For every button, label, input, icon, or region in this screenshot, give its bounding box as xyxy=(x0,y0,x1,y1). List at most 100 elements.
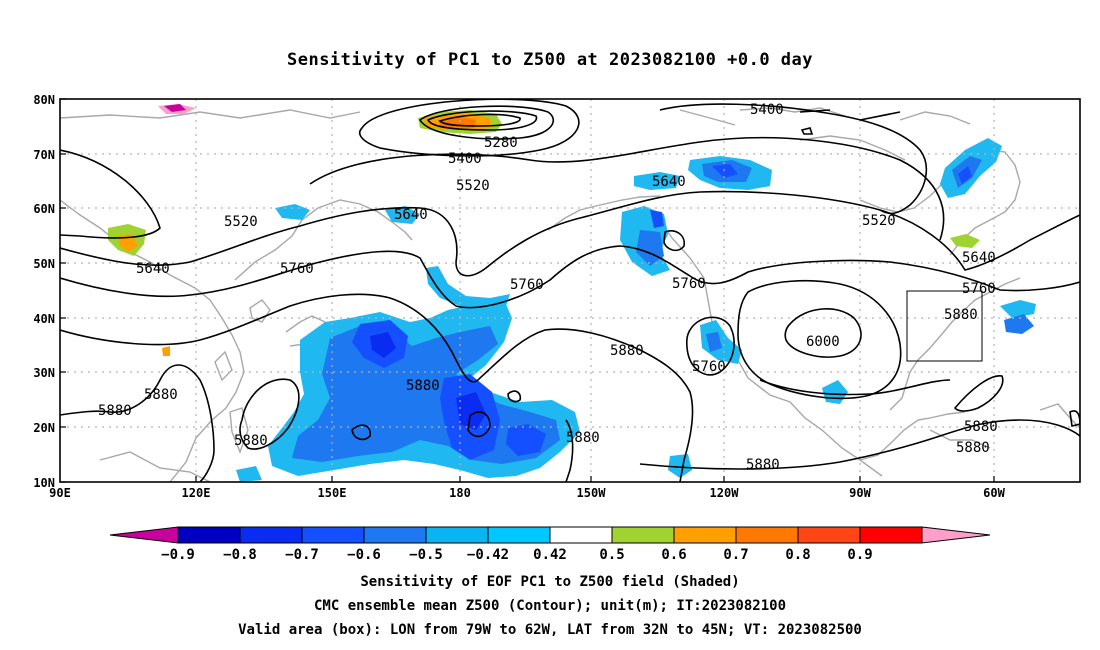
shade-neg-darkest xyxy=(370,332,396,358)
contour-5520-upper xyxy=(309,136,945,241)
shade-pos-labrador xyxy=(950,234,980,248)
contour-label: 5880 xyxy=(144,387,178,403)
colorbar-swatch xyxy=(549,526,613,544)
contour-label: 5880 xyxy=(234,433,268,449)
shade-neg-gulf-alaska-3 xyxy=(650,210,664,228)
map-title: Sensitivity of PC1 to Z500 at 2023082100… xyxy=(286,50,813,70)
colorbar-label: 0.5 xyxy=(599,547,624,563)
contour-5520-west xyxy=(60,149,161,239)
contour-label: 6000 xyxy=(806,334,840,350)
colorbar-label: 0.7 xyxy=(723,547,748,563)
colorbar-label: 0.8 xyxy=(785,547,810,563)
contour-5640-main xyxy=(60,190,1080,277)
contour-label: 5880 xyxy=(566,430,600,446)
contour-5880-east-2 xyxy=(759,379,951,396)
colorbar-label: −0.7 xyxy=(285,547,319,563)
contour-5880-ring xyxy=(239,378,300,450)
contour-label: 5880 xyxy=(406,378,440,394)
contour-5880-west xyxy=(60,293,694,482)
colorbar-swatch xyxy=(797,526,861,544)
valid-area-box xyxy=(906,290,983,362)
caption-line-2: CMC ensemble mean Z500 (Contour); unit(m… xyxy=(313,598,786,614)
contour-label: 5880 xyxy=(956,440,990,456)
lat-label: 40N xyxy=(33,312,55,326)
shade-pos-small xyxy=(162,346,170,356)
shade-neg-atlantic xyxy=(1000,300,1036,318)
lon-axis xyxy=(195,476,995,482)
contour-label: 5760 xyxy=(280,261,314,277)
lat-label: 10N xyxy=(33,476,55,490)
lat-label: 70N xyxy=(33,148,55,162)
colorbar-label: −0.6 xyxy=(347,547,381,563)
lat-label: 50N xyxy=(33,257,55,271)
contour-label: 5760 xyxy=(510,277,544,293)
colorbar-swatch xyxy=(673,526,737,544)
colorbar-triangle-high xyxy=(921,526,991,544)
contour-label: 5880 xyxy=(610,343,644,359)
contour-label: 5880 xyxy=(98,403,132,419)
caption-line-3: Valid area (box): LON from 79W to 62W, L… xyxy=(238,622,862,638)
shade-neg-hawaii xyxy=(668,454,692,478)
shade-neg-siberia xyxy=(385,206,420,224)
colorbar-label: 0.42 xyxy=(533,547,567,563)
contour-label: 5760 xyxy=(672,276,706,292)
colorbar-swatch xyxy=(859,526,923,544)
contour-labels: 5400 5280 5400 5520 5520 5640 5640 5640 … xyxy=(98,102,998,473)
contour-label: 5760 xyxy=(962,281,996,297)
colorbar-label: −0.9 xyxy=(161,547,195,563)
colorbar-swatch xyxy=(239,526,303,544)
contour-label: 5400 xyxy=(750,102,784,118)
contour-label: 5520 xyxy=(224,214,258,230)
map-border xyxy=(59,98,1081,483)
shade-neg-darkest-2 xyxy=(456,392,486,430)
z500-contours xyxy=(60,99,1080,482)
shade-neg-strong-3 xyxy=(506,424,546,456)
contour-5280 xyxy=(418,105,554,140)
shade-neg-bering xyxy=(275,204,310,220)
colorbar-triangle-low xyxy=(109,526,179,544)
colorbar-swatch xyxy=(735,526,799,544)
colorbar-swatch xyxy=(363,526,427,544)
contour-label: 5520 xyxy=(456,178,490,194)
lon-label: 180 xyxy=(449,486,471,500)
lat-axis xyxy=(60,98,66,483)
colorbar-label: 0.6 xyxy=(661,547,686,563)
contour-label: 5640 xyxy=(136,261,170,277)
lat-label: 80N xyxy=(33,93,55,107)
contour-label: 5640 xyxy=(962,250,996,266)
contour-label: 5520 xyxy=(862,213,896,229)
lon-label: 60W xyxy=(983,486,1005,500)
colorbar-swatch xyxy=(487,526,551,544)
contour-label: 5880 xyxy=(746,457,780,473)
contour-6000 xyxy=(784,308,862,358)
contour-5400-arctic xyxy=(358,99,580,157)
colorbar: −0.9 −0.8 −0.7 −0.6 −0.5 −0.42 0.42 0.5 0.6 0.7 0.… xyxy=(109,526,991,563)
colorbar-swatch xyxy=(301,526,365,544)
contour-5400-ne xyxy=(659,103,928,215)
lat-label: 20N xyxy=(33,421,55,435)
graticule xyxy=(60,99,1080,482)
shade-neg-china xyxy=(236,466,262,482)
contour-5880-south xyxy=(60,364,215,482)
shade-neg-canada-north-3 xyxy=(712,164,738,178)
lon-label: 120E xyxy=(182,486,211,500)
colorbar-swatch xyxy=(177,526,241,544)
shade-neg-atlantic-2 xyxy=(1004,314,1034,334)
contour-5880-east-1 xyxy=(737,279,902,400)
lon-label: 150E xyxy=(318,486,347,500)
contour-label: 5640 xyxy=(652,174,686,190)
contour-5760-cutoff xyxy=(685,316,735,376)
lat-label: 30N xyxy=(33,366,55,380)
contour-label: 5400 xyxy=(448,151,482,167)
colorbar-swatch xyxy=(611,526,675,544)
shade-neg-arctic-small-2 xyxy=(164,104,186,112)
contour-label: 5880 xyxy=(944,307,978,323)
colorbar-label: −0.42 xyxy=(467,547,509,563)
contour-label: 5280 xyxy=(484,135,518,151)
lat-label: 60N xyxy=(33,202,55,216)
shade-neg-west-us-2 xyxy=(706,332,722,352)
shade-neg-greenland-3 xyxy=(958,166,972,184)
colorbar-swatch xyxy=(425,526,489,544)
caption-line-1: Sensitivity of EOF PC1 to Z500 field (Sh… xyxy=(360,574,740,590)
